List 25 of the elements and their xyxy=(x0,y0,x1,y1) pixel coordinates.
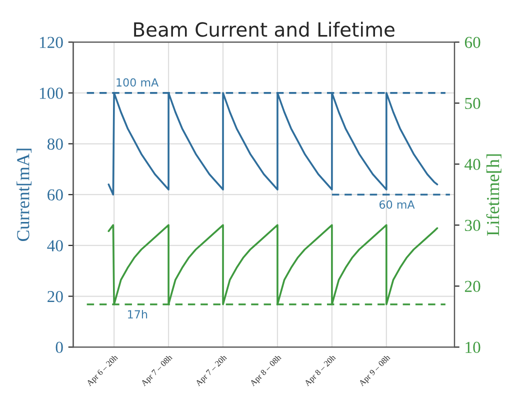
annotation: 60 mA xyxy=(380,200,415,209)
y2-tick-label: 30 xyxy=(465,220,480,232)
x-tick-label: Apr 8 – 08h xyxy=(249,354,283,388)
annotation: 100 mA xyxy=(116,78,159,87)
x-tick-label: Apr 7 – 20h xyxy=(194,354,228,388)
y-tick-label: 120 xyxy=(40,36,63,48)
y-tick-label: 40 xyxy=(47,240,63,252)
y2-tick-label: 10 xyxy=(466,342,480,354)
y2-tick-label: 50 xyxy=(465,98,480,110)
x-tick-label: Apr 6 – 20h xyxy=(86,354,120,388)
y2-axis-title: Lifetime[h] xyxy=(486,154,502,236)
y-tick-label: 0 xyxy=(56,342,63,354)
x-tick-label: Apr 7 – 08h xyxy=(140,354,174,388)
y-axis-title: Current[mA] xyxy=(16,148,32,241)
y-tick-label: 60 xyxy=(48,189,63,201)
y-tick-label: 100 xyxy=(40,88,63,99)
y2-tick-label: 60 xyxy=(464,36,480,48)
y-tick-label: 20 xyxy=(48,290,63,302)
x-tick-label: Apr 9 – 08h xyxy=(358,354,392,388)
y2-tick-label: 40 xyxy=(464,158,480,170)
annotation: 17h xyxy=(128,310,148,318)
chart-title: Beam Current and Lifetime xyxy=(134,22,394,37)
x-tick-label: Apr 8 – 20h xyxy=(304,354,338,388)
y2-tick-label: 20 xyxy=(464,280,480,292)
y-tick-label: 80 xyxy=(47,138,63,150)
